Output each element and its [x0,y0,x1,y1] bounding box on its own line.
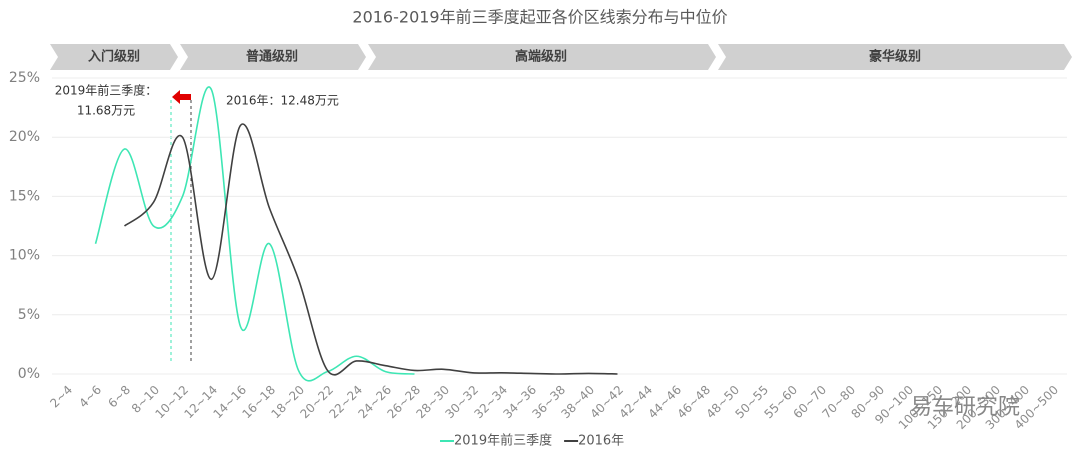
y-tick-label: 0% [18,366,40,382]
watermark: 易车研究院 [910,395,1020,420]
y-tick-label: 25% [9,70,40,86]
legend-label: 2016年 [578,434,624,449]
segment-shape [50,44,178,70]
segment-label: 豪华级别 [869,49,921,65]
annotation: 2019年前三季度： [55,83,158,98]
y-tick-label: 5% [18,307,40,323]
series-line [123,123,618,376]
segment-shape [718,44,1072,70]
x-tick-label: 4~6 [76,383,104,411]
segment-shape [368,44,716,70]
arrow [172,90,191,104]
segment-label: 普通级别 [246,49,298,65]
legend-label: 2019年前三季度 [454,433,552,449]
annotation: 11.68万元 [77,104,135,118]
y-tick-label: 10% [9,248,40,264]
annotation: 2016年：12.48万元 [226,94,339,108]
segment-label: 入门级别 [88,49,140,65]
chart-title: 2016-2019年前三季度起亚各价区线索分布与中位价 [352,8,727,27]
y-tick-label: 15% [9,188,40,204]
y-tick-label: 20% [9,129,40,145]
series-line [94,86,415,382]
segment-shape [180,44,366,70]
price-segments: 入门级别 普通级别 高端级别 豪华级别 [50,44,1072,70]
x-tick-label: 2~4 [47,383,75,411]
segment-label: 高端级别 [515,49,567,65]
